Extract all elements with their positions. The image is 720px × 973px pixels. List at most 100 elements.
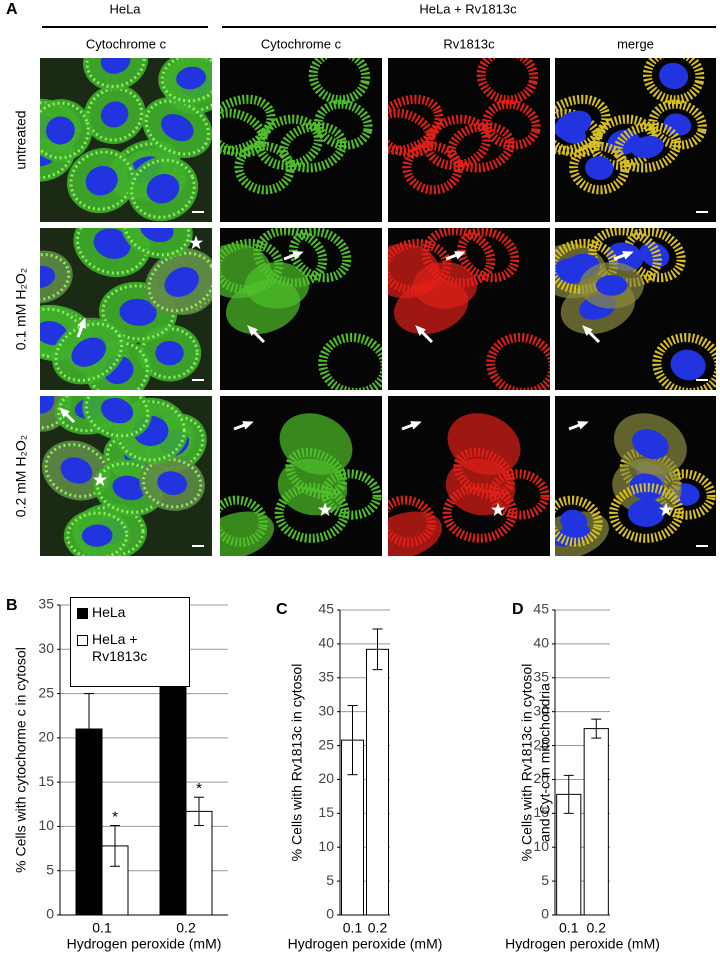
cell-texture [40,253,71,302]
nucleus [164,267,199,297]
bar [366,648,389,916]
legend-label: HeLa + Rv1813c [92,631,148,664]
y-tick-label: 10 [533,838,549,854]
cell [447,413,521,475]
nucleus [155,340,184,366]
cells [555,58,707,195]
cell [388,495,436,547]
cell [648,99,707,150]
star [658,502,674,517]
legend-entry: HeLa + Rv1813c [77,631,183,665]
nucleus [161,114,194,142]
nucleus [627,498,665,527]
error-bar [194,796,204,827]
cell [314,99,373,150]
arrow-head [622,251,634,260]
cell-texture [141,457,203,509]
arrow-head [292,251,304,260]
significance: * [112,809,118,826]
cell [412,262,478,309]
cell [609,483,684,543]
cell [279,413,353,475]
x-axis-label: Hydrogen peroxide (mM) [67,936,222,952]
legend: HeLa HeLa + Rv1813c [70,597,190,687]
y-tick-label: 40 [318,635,334,651]
star [317,502,333,517]
arrow-head [247,325,258,336]
y-tick-label: 40 [533,635,549,651]
cells [388,58,541,195]
y-tick-label: 5 [541,872,549,888]
row-label: untreated [13,110,29,169]
cell-texture [54,322,124,382]
cell [447,121,515,173]
x-tick-label: 0.2 [368,920,388,936]
cell [652,332,716,390]
panel-label: B [6,597,18,614]
nucleus [100,101,129,128]
nucleus [555,110,592,139]
nucleus [629,473,665,501]
x-tick-label: 0.2 [587,920,607,936]
y-tick-label: 45 [533,601,549,617]
cells [220,228,382,390]
nucleus [659,62,689,90]
cell [220,511,275,556]
nucleus [663,113,692,136]
cell [482,99,541,150]
star [92,472,108,487]
nucleus [60,457,93,484]
cells [40,396,207,556]
nucleus [585,156,614,180]
y-tick-label: 30 [318,702,334,718]
error-bar [110,825,120,867]
nucleus [146,174,180,204]
column-label: Rv1813c [443,36,495,51]
micrograph [220,58,382,222]
cell [569,141,630,195]
cell [486,332,550,390]
cell [234,141,295,195]
y-tick-label: 25 [38,684,54,700]
nucleus [639,242,670,268]
column-label: merge [617,36,654,51]
x-axis-label: Hydrogen peroxide (mM) [505,936,660,952]
arrow-head [577,421,589,430]
cells [40,58,212,222]
y-tick-label: 10 [38,817,54,833]
row-label: 0.1 mM H₂O₂ [13,268,29,350]
y-tick-label: 25 [318,736,334,752]
panel-label: C [276,601,288,618]
x-tick-label: 0.1 [559,920,579,936]
cell-texture [69,150,134,211]
y-tick-label: 10 [318,838,334,854]
significance: * [196,780,202,797]
arrow-head [582,325,593,336]
legend-label: HeLa [92,604,126,620]
column-label: Cytochrome c [86,36,167,51]
star [188,235,204,250]
legend-swatch [77,608,88,619]
cell [555,495,603,547]
cell-texture [40,101,90,160]
y-axis-label: % Cells with cytochorme c in cytosol [13,647,29,873]
cells [388,413,550,556]
y-axis-label: % Cells with Rv1813c in cytosol [519,664,535,862]
y-tick-label: 20 [533,770,549,786]
y-tick-label: 15 [533,804,549,820]
y-tick-label: 20 [318,770,334,786]
x-tick-label: 0.1 [92,920,112,936]
cell [220,495,268,547]
nucleus [560,509,588,533]
legend-box: HeLa HeLa + Rv1813c [70,597,190,687]
group-label: HeLa [109,1,141,16]
x-axis-label: Hydrogen peroxide (mM) [288,936,443,952]
arrow-head [59,407,70,418]
error-bar [591,718,602,739]
cell-texture [87,341,149,390]
cells [40,228,212,390]
nucleus [632,429,669,459]
error-bar [372,628,383,671]
row-label: 0.2 mM H₂O₂ [13,435,29,517]
